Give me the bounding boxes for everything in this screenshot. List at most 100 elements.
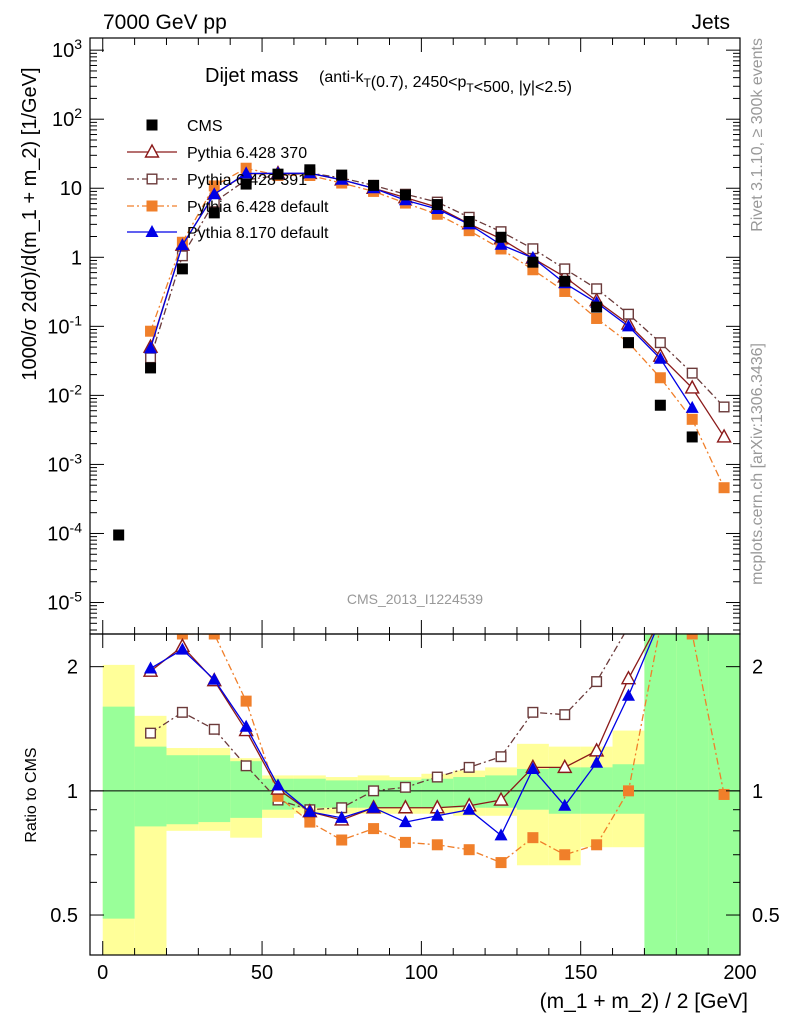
data-point [304,164,316,176]
ratio-point [145,727,157,739]
legend-marker [146,119,158,131]
ratio-point [240,760,252,772]
title-main: Dijet mass [205,65,298,87]
data-point [718,482,730,494]
ratio-point [493,791,509,806]
data-point [559,263,571,275]
data-point [431,199,443,211]
green-band-bin [102,706,135,919]
ratio-point [621,688,635,701]
ratio-point [526,761,540,774]
ratio-point [591,839,603,851]
ratio-point [397,799,414,814]
legend-label: Pythia 6.428 default [187,199,329,216]
ytick-label: 10-4 [47,519,82,545]
green-band-bin [166,755,199,825]
data-point [686,431,698,443]
ratio-ytick-label-right: 1 [752,781,763,803]
ratio-point [272,790,284,802]
data-point [240,178,252,190]
ratio-point [271,778,285,791]
ratio-point [208,634,220,640]
ratio-point [622,785,634,797]
ratio-point [239,719,253,732]
ratio-point [431,771,443,783]
xtick-label: 150 [564,962,597,984]
data-point [175,238,189,251]
data-point [208,180,220,192]
legend-label: CMS [187,118,223,135]
data-point [208,207,220,219]
ratio-point [368,823,380,835]
ratio-series-group [142,634,730,869]
ratio-point [430,808,444,821]
ratio-panel: 2 2 1 1 0.5 0.5 0 50 100 150 200 Ratio to CMS (m_1… [23,633,780,1013]
ytick-label: 10-3 [47,450,82,476]
xtick-label: 50 [251,962,273,984]
ytick-label: 103 [52,36,82,62]
header-left: 7000 GeV pp [103,11,227,34]
ratio-point [558,798,572,811]
data-point [622,337,634,349]
data-point [399,189,411,201]
ratio-point [304,816,316,828]
data-point [718,401,730,413]
title-sub: (anti-kT(0.7), 2450<pT<500, |y|<2.5) [319,69,572,96]
data-point [686,367,698,379]
ratio-point [462,802,476,815]
ratio-point [620,670,637,685]
ratio-point [207,672,221,685]
data-point [622,308,634,320]
green-band-bin [516,768,549,810]
ratio-point [176,706,188,718]
legend-entry: Pythia 8.170 default [127,225,329,242]
ratio-series-pythia-8-170-default [144,634,656,841]
data-point [207,187,221,200]
data-point [716,428,732,443]
legend-marker [144,143,160,158]
data-point [145,325,157,337]
ratio-point [559,709,571,721]
data-point [591,301,603,313]
data-point [336,169,348,181]
green-band-bin [198,755,231,823]
legend-label: Pythia 6.428 391 [187,172,307,189]
xtick-label: 0 [97,962,108,984]
data-point [368,179,380,191]
ytick-label: 10-5 [47,589,82,615]
ratio-point [368,785,380,797]
legend-entry: Pythia 6.428 370 [127,143,307,162]
ratio-point [495,751,507,763]
legend-entry: Pythia 6.428 391 [127,172,307,189]
data-point [684,379,700,394]
ratio-xlabel: (m_1 + m_2) / 2 [GeV] [540,990,748,1013]
ratio-point [303,804,317,817]
data-point [591,283,603,295]
ratio-ylabel: Ratio to CMS [23,747,40,842]
rivet-label: Rivet 3.1.10, ≥ 300k events [749,38,766,232]
data-point [686,413,698,425]
xtick-label: 200 [723,962,756,984]
data-point [527,264,539,276]
ratio-point [527,832,539,844]
ratio-point [144,661,158,674]
ytick-label: 102 [52,105,82,131]
data-point [621,319,635,332]
data-point [495,231,507,243]
data-point [463,225,475,237]
data-point [176,263,188,275]
ratio-line [150,634,625,811]
ytick-label: 10 [60,178,82,200]
legend-marker [145,225,159,237]
ytick-label: 1 [71,247,82,269]
data-point [653,351,667,364]
main-ylabel: 1000/σ 2dσ)/d(m_1 + m_2) [1/GeV] [19,67,41,380]
ytick-label: 10-1 [47,312,82,338]
ratio-ytick-label-left: 1 [67,781,78,803]
data-point [559,275,571,287]
ratio-point [336,834,348,846]
data-point [431,208,443,220]
legend: CMS Pythia 6.428 370 Pythia 6.428 391 Pythi… [127,118,329,242]
main-watermark: CMS_2013_I1224539 [347,591,483,607]
